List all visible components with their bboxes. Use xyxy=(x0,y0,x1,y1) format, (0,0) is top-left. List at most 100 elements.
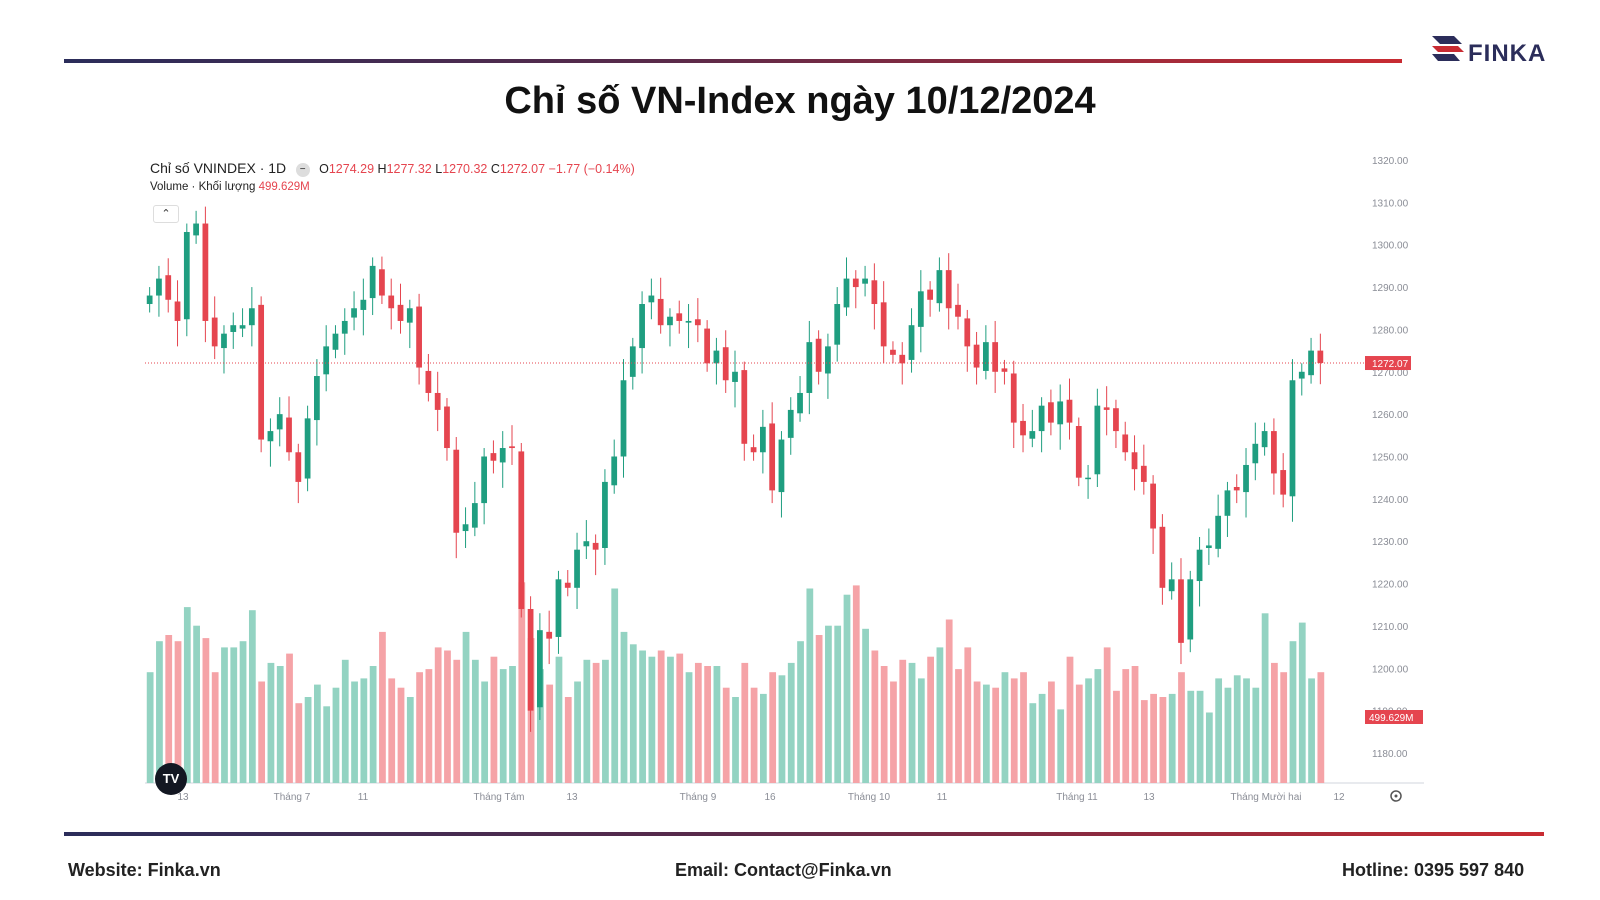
candle-body xyxy=(880,302,887,347)
candle-body xyxy=(945,270,952,309)
volume-bar xyxy=(314,684,321,783)
candlestick-chart[interactable]: 1320.00 1310.00 1300.00 1290.00 1280.00 1270.… xyxy=(140,150,1440,815)
volume-bar xyxy=(713,666,721,783)
candle-body xyxy=(546,631,553,639)
volume-bar xyxy=(295,703,303,783)
volume-bar xyxy=(890,681,897,783)
y-tick-label: 1180.00 xyxy=(1372,749,1408,760)
volume-bar xyxy=(183,607,191,783)
volume-bar xyxy=(146,672,154,783)
page-title: Chỉ số VN-Index ngày 10/12/2024 xyxy=(504,80,1096,122)
candle-body xyxy=(388,295,395,309)
candle-body xyxy=(1205,545,1212,548)
volume-bar xyxy=(620,631,628,783)
volume-label[interactable]: Volume · Khối lượng xyxy=(150,181,256,193)
candle-body xyxy=(759,426,766,453)
y-tick-label: 1200.00 xyxy=(1372,664,1409,675)
candle-body xyxy=(741,370,748,444)
tradingview-logo-icon[interactable]: TV xyxy=(155,763,187,795)
volume-bar xyxy=(230,647,238,783)
volume-bar xyxy=(481,681,489,783)
x-tick-label: Tháng Mười hai xyxy=(1230,792,1301,803)
candle-body xyxy=(304,418,311,479)
volume-legend: Volume · Khối lượng 499.629M xyxy=(150,181,310,193)
volume-bar xyxy=(1103,647,1111,783)
volume-bar xyxy=(1168,693,1176,783)
candle-body xyxy=(778,439,785,493)
volume-bar xyxy=(1178,672,1185,783)
finka-logo-icon xyxy=(1432,36,1464,61)
volume-bar xyxy=(434,647,442,783)
footer-email: Email: Contact@Finka.vn xyxy=(675,860,892,880)
candle-body xyxy=(1215,515,1222,549)
collapse-button[interactable]: ⌃ xyxy=(153,205,179,223)
volume-bar xyxy=(1010,678,1018,783)
low-value: 1270.32 xyxy=(442,162,488,176)
last-volume-tag xyxy=(1365,710,1423,724)
volume-bar xyxy=(471,659,479,783)
candle-body xyxy=(341,320,348,334)
volume-bar xyxy=(1308,678,1315,783)
candle-body xyxy=(1280,470,1287,495)
candle-body xyxy=(379,269,385,296)
minus-icon[interactable]: − xyxy=(295,162,310,177)
candle-body xyxy=(1298,371,1305,379)
volume-bar xyxy=(286,653,293,783)
candle-body xyxy=(397,304,404,321)
volume-bar xyxy=(1215,678,1223,783)
candle-body xyxy=(694,319,701,326)
candle-body xyxy=(462,524,469,532)
candle-body xyxy=(527,608,534,711)
candle-body xyxy=(286,417,292,453)
candle-body xyxy=(973,344,980,368)
candle-body xyxy=(499,448,506,463)
last-volume-label: 499.629M xyxy=(1369,713,1413,724)
y-tick-label: 1280.00 xyxy=(1372,325,1409,336)
volume-bar xyxy=(1038,693,1046,783)
volume-bar xyxy=(397,687,405,783)
y-tick-label: 1260.00 xyxy=(1372,410,1409,421)
candle-body xyxy=(574,549,580,588)
x-tick-label: Tháng 9 xyxy=(680,792,717,803)
volume-bar xyxy=(211,672,219,783)
volume-bar xyxy=(248,610,256,783)
candle-body xyxy=(899,354,906,364)
candle-body xyxy=(629,346,636,377)
volume-bar xyxy=(1001,672,1009,783)
x-tick-label: 13 xyxy=(1143,792,1155,803)
volume-bar xyxy=(360,678,368,783)
candle-body xyxy=(992,342,999,372)
candle-body xyxy=(1085,477,1091,480)
candle-body xyxy=(704,328,711,364)
candle-body xyxy=(871,280,878,305)
volume-bar xyxy=(1243,678,1250,783)
volume-bar xyxy=(1196,690,1204,783)
candle-body xyxy=(193,223,199,236)
candle-body xyxy=(927,289,933,300)
candle-body xyxy=(667,316,673,326)
x-tick-label: Tháng 7 xyxy=(274,792,311,803)
candle-body xyxy=(416,306,422,368)
volume-bar xyxy=(583,659,591,783)
candle-body xyxy=(1010,373,1017,423)
candle-body xyxy=(852,278,859,288)
y-tick-label: 1240.00 xyxy=(1372,495,1409,506)
volume-bar xyxy=(1094,669,1102,783)
x-tick-label: Tháng 10 xyxy=(848,792,891,803)
x-tick-label: 11 xyxy=(937,792,948,803)
volume-bar xyxy=(1122,669,1130,783)
symbol-label[interactable]: Chỉ số VNINDEX · 1D xyxy=(150,160,287,176)
candle-body xyxy=(1020,420,1026,436)
volume-bar xyxy=(1057,709,1065,783)
volume-bar xyxy=(202,638,210,783)
candle-body xyxy=(806,342,813,393)
candle-body xyxy=(490,453,497,461)
candle-body xyxy=(1252,443,1259,464)
candle-body xyxy=(602,481,608,548)
settings-gear-icon[interactable] xyxy=(1390,790,1402,802)
volume-bar xyxy=(174,641,182,783)
candle-body xyxy=(1057,401,1064,425)
footer-website: Website: Finka.vn xyxy=(68,860,221,880)
candle-body xyxy=(815,338,822,372)
volume-bar xyxy=(379,631,386,783)
